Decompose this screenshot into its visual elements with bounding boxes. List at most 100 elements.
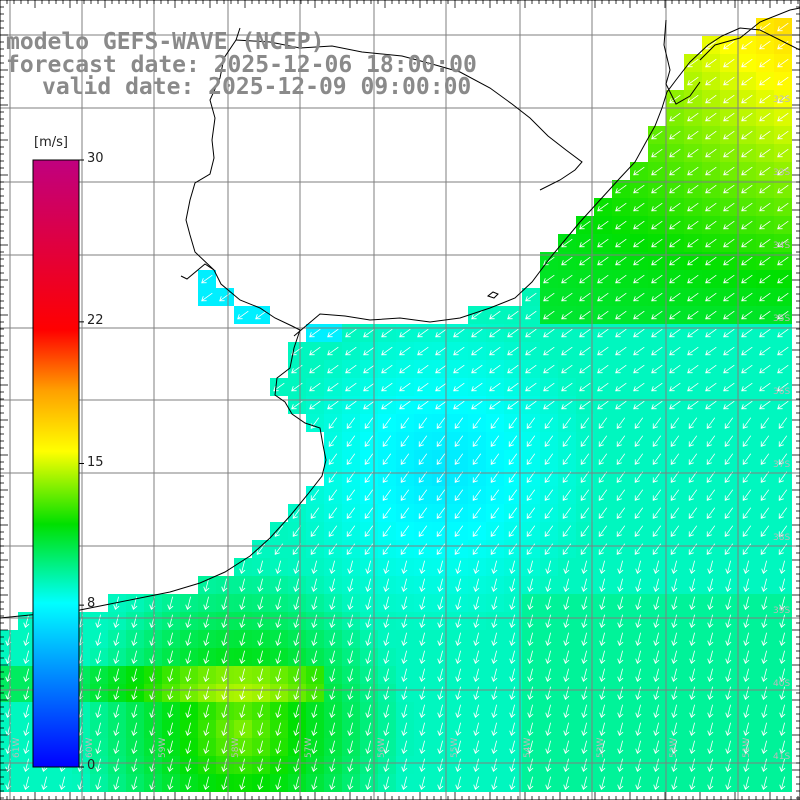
wind-arrow bbox=[239, 686, 246, 700]
wind-arrow bbox=[759, 238, 771, 248]
wind-arrow bbox=[562, 543, 572, 555]
wind-arrow bbox=[453, 400, 465, 410]
wind-arrow bbox=[689, 686, 696, 700]
wind-arrow bbox=[652, 489, 662, 501]
wind-arrow bbox=[363, 364, 375, 374]
wind-arrow bbox=[689, 560, 696, 574]
wind-arrow bbox=[329, 614, 336, 628]
wind-arrow bbox=[275, 686, 282, 700]
wind-arrow bbox=[598, 417, 608, 429]
wind-arrow bbox=[689, 758, 696, 772]
wind-arrow bbox=[669, 292, 681, 302]
wind-arrow bbox=[615, 202, 627, 212]
wind-arrow bbox=[221, 758, 228, 772]
wind-arrow bbox=[95, 686, 102, 700]
wind-arrow bbox=[491, 650, 498, 664]
wind-arrow bbox=[669, 274, 681, 284]
wind-arrow bbox=[651, 328, 663, 338]
wind-arrow bbox=[597, 328, 609, 338]
wind-arrow bbox=[706, 417, 716, 429]
wind-arrow bbox=[742, 525, 752, 537]
wind-arrow bbox=[471, 400, 483, 410]
wind-arrow bbox=[597, 382, 609, 392]
wind-arrow bbox=[364, 507, 374, 519]
wind-arrow bbox=[653, 614, 660, 628]
wind-arrow bbox=[635, 776, 642, 790]
wind-arrow bbox=[489, 400, 501, 410]
wind-arrow bbox=[489, 328, 501, 338]
wind-arrow bbox=[617, 578, 624, 592]
wind-arrow bbox=[617, 740, 624, 754]
wind-arrow bbox=[473, 614, 480, 628]
wind-arrow bbox=[185, 758, 192, 772]
wind-arrow bbox=[759, 22, 771, 32]
wind-arrow bbox=[741, 184, 753, 194]
wind-arrow bbox=[580, 543, 590, 555]
wind-arrow bbox=[525, 328, 537, 338]
wind-arrow bbox=[167, 650, 174, 664]
wind-arrow bbox=[221, 668, 228, 682]
wind-arrow bbox=[95, 722, 102, 736]
wind-arrow bbox=[635, 722, 642, 736]
longitude-label: 51W bbox=[742, 737, 752, 758]
wind-arrow bbox=[401, 740, 408, 754]
wind-arrow bbox=[761, 668, 768, 682]
wind-arrow bbox=[651, 238, 663, 248]
wind-arrow bbox=[417, 346, 429, 356]
wind-arrow bbox=[221, 722, 228, 736]
wind-arrow bbox=[761, 686, 768, 700]
wind-arrow bbox=[453, 364, 465, 374]
wind-arrow bbox=[345, 328, 357, 338]
wind-arrow bbox=[437, 740, 444, 754]
wind-arrow bbox=[59, 776, 66, 790]
wind-arrow bbox=[491, 560, 498, 574]
wind-arrow bbox=[293, 650, 300, 664]
wind-arrow bbox=[381, 364, 393, 374]
wind-arrow bbox=[723, 58, 735, 68]
wind-arrow bbox=[527, 650, 534, 664]
wind-arrow bbox=[365, 650, 372, 664]
wind-arrow bbox=[581, 704, 588, 718]
wind-arrow bbox=[741, 256, 753, 266]
colorbar-label: 22 bbox=[87, 312, 104, 328]
wind-arrow bbox=[239, 632, 246, 646]
wind-arrow bbox=[724, 435, 734, 447]
wind-arrow bbox=[203, 704, 210, 718]
wind-arrow bbox=[563, 776, 570, 790]
wind-arrow bbox=[382, 435, 392, 447]
wind-arrow bbox=[635, 578, 642, 592]
wind-arrow bbox=[635, 614, 642, 628]
wind-arrow bbox=[400, 435, 410, 447]
wind-arrow bbox=[365, 686, 372, 700]
wind-arrow bbox=[688, 543, 698, 555]
wind-arrow bbox=[616, 489, 626, 501]
wind-arrow bbox=[436, 507, 446, 519]
wind-arrow bbox=[473, 776, 480, 790]
longitude-label: 60W bbox=[85, 737, 95, 758]
wind-arrow bbox=[741, 274, 753, 284]
wind-arrow bbox=[455, 776, 462, 790]
wind-arrow bbox=[617, 722, 624, 736]
wind-arrow bbox=[437, 758, 444, 772]
wind-arrow bbox=[219, 292, 231, 302]
wind-arrow bbox=[599, 776, 606, 790]
wind-arrow bbox=[221, 686, 228, 700]
wind-arrow bbox=[453, 382, 465, 392]
wind-arrow bbox=[742, 489, 752, 501]
wind-arrow bbox=[185, 668, 192, 682]
wind-arrow bbox=[455, 668, 462, 682]
wind-arrow bbox=[95, 650, 102, 664]
wind-arrow bbox=[597, 220, 609, 230]
wind-arrow bbox=[759, 400, 771, 410]
wind-arrow bbox=[167, 776, 174, 790]
wind-arrow bbox=[527, 686, 534, 700]
latitude-label: 38S bbox=[773, 533, 791, 543]
wind-arrow bbox=[472, 417, 482, 429]
wind-arrow bbox=[507, 364, 519, 374]
wind-arrow bbox=[545, 758, 552, 772]
wind-arrow bbox=[706, 489, 716, 501]
wind-arrow bbox=[291, 364, 303, 374]
wind-arrow bbox=[581, 722, 588, 736]
wind-arrow bbox=[669, 400, 681, 410]
